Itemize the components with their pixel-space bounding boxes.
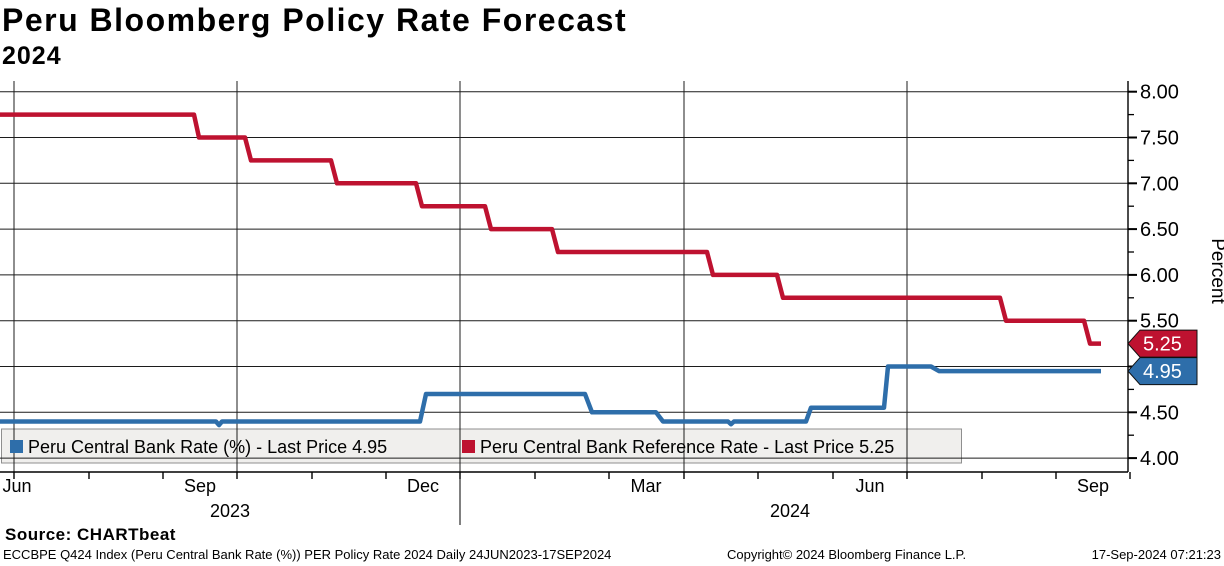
y-tick-label: 4.00 [1140,448,1179,470]
legend-entry[interactable]: Peru Central Bank Rate (%) - Last Price … [28,437,387,457]
price-tag-red[interactable] [1127,329,1198,358]
x-tick-label: Jun [855,476,884,496]
price-tag-label: 5.25 [1143,334,1182,356]
series-line-blue [0,364,1101,428]
series-line-red [0,112,1101,346]
y-axis-title: Percent [1207,238,1224,304]
page-subtitle: 2024 [2,42,62,70]
copyright-notice: Copyright© 2024 Bloomberg Finance L.P. [727,547,967,562]
price-tag-blue[interactable] [1127,357,1198,386]
legend-entry[interactable]: Peru Central Bank Reference Rate - Last … [480,437,894,457]
x-tick-label: Sep [1077,476,1109,496]
x-tick-label: Dec [407,476,439,496]
y-tick-label: 7.50 [1140,128,1179,150]
y-tick-label: 5.50 [1140,311,1179,333]
legend-box [1,428,962,464]
legend-swatch-blue [10,440,23,453]
y-tick-label: 6.00 [1140,265,1179,287]
y-tick-label: 4.50 [1140,402,1179,424]
year-label: 2024 [770,501,810,521]
y-tick-label: 7.00 [1140,173,1179,195]
index-description: ECCBPE Q424 Index (Peru Central Bank Rat… [3,547,612,562]
price-tag-label: 4.95 [1143,361,1182,383]
x-tick-label: Sep [184,476,216,496]
year-label: 2023 [210,501,250,521]
source-label: Source: CHARTbeat [5,525,176,544]
legend-swatch-red [462,440,475,453]
page-title: Peru Bloomberg Policy Rate Forecast [2,2,628,38]
timestamp: 17-Sep-2024 07:21:23 [1091,547,1221,562]
x-tick-label: Jun [2,476,31,496]
y-tick-label: 6.50 [1140,219,1179,241]
y-tick-label: 8.00 [1140,82,1179,104]
x-tick-label: Mar [631,476,662,496]
